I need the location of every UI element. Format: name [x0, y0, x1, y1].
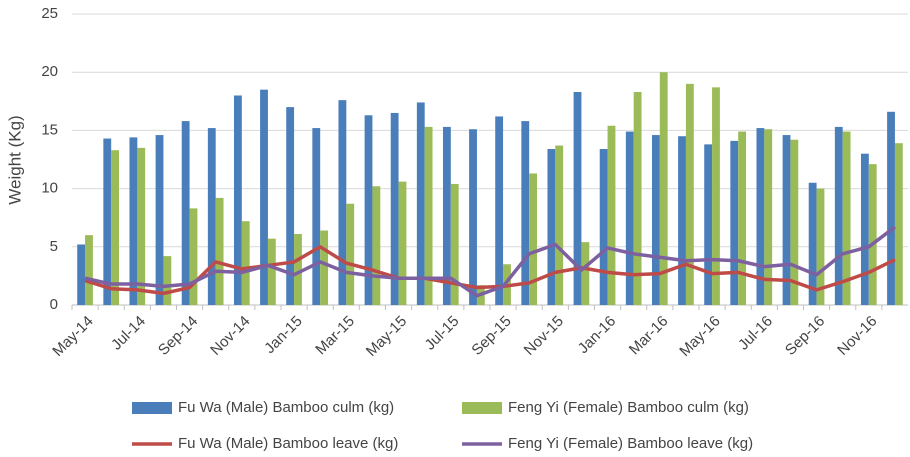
- bar: [651, 135, 660, 305]
- bar: [137, 147, 146, 305]
- bar: [887, 111, 895, 305]
- bar: [816, 188, 825, 305]
- bar: [260, 89, 268, 305]
- bar: [364, 115, 373, 305]
- bar: [450, 183, 459, 305]
- bar: [312, 128, 321, 305]
- bar: [685, 83, 694, 305]
- bar: [338, 100, 347, 305]
- bar: [547, 149, 556, 305]
- bar: [555, 145, 564, 305]
- x-tick-label: Sep-15: [468, 313, 514, 359]
- legend-label: Feng Yi (Female) Bamboo culm (kg): [508, 399, 749, 416]
- bar: [764, 129, 773, 305]
- bar: [738, 131, 747, 305]
- bar: [808, 182, 817, 305]
- bar: [155, 135, 164, 305]
- bar: [346, 203, 355, 305]
- bar: [860, 153, 869, 305]
- x-tick-label: May-15: [363, 313, 410, 360]
- x-tick-label: Jul-15: [422, 313, 463, 354]
- legend-label: Fu Wa (Male) Bamboo culm (kg): [178, 399, 394, 416]
- x-tick-label: Jan-16: [575, 313, 619, 357]
- bar: [495, 116, 504, 305]
- bar: [659, 72, 668, 305]
- bar: [756, 128, 765, 305]
- y-tick-label: 25: [41, 5, 58, 22]
- line: [84, 245, 896, 296]
- bar: [834, 126, 843, 306]
- bar: [233, 95, 242, 305]
- x-tick-label: Jan-15: [261, 313, 305, 357]
- bar: [581, 242, 590, 305]
- x-tick-label: Nov-16: [834, 313, 880, 359]
- bar: [320, 230, 329, 305]
- y-tick-label: 10: [41, 180, 58, 197]
- bar: [163, 256, 172, 305]
- bar: [573, 91, 582, 305]
- bar: [633, 91, 642, 305]
- legend-swatch: [462, 402, 502, 414]
- bar: [599, 149, 608, 305]
- line: [84, 225, 896, 298]
- x-tick-label: Mar-16: [626, 313, 672, 359]
- bar: [207, 128, 216, 305]
- bar: [416, 102, 425, 306]
- bar: [294, 233, 302, 305]
- y-tick-label: 0: [50, 296, 58, 313]
- bar: [181, 121, 190, 305]
- bar: [267, 238, 276, 305]
- bar: [704, 144, 713, 305]
- legend-label: Feng Yi (Female) Bamboo leave (kg): [508, 435, 753, 452]
- bar: [442, 126, 451, 306]
- bar: [372, 186, 381, 305]
- y-axis-label: Weight (Kg): [5, 115, 24, 204]
- x-tick-label: Nov-15: [521, 313, 567, 359]
- x-tick-label: Jul-16: [735, 313, 776, 354]
- bar: [77, 244, 86, 305]
- bar: [286, 107, 295, 306]
- bar: [625, 131, 634, 305]
- bar: [390, 112, 399, 305]
- bar: [424, 126, 433, 306]
- bar: [111, 150, 120, 305]
- bar: [842, 131, 851, 305]
- bar: [469, 129, 477, 305]
- y-tick-label: 5: [50, 238, 58, 255]
- bar: [730, 140, 739, 305]
- x-tick-label: Jul-14: [108, 313, 149, 354]
- bar: [607, 125, 616, 305]
- bar: [241, 221, 250, 305]
- bar: [85, 235, 93, 305]
- bar: [712, 87, 720, 305]
- bar: [529, 173, 538, 305]
- bar: [398, 181, 407, 305]
- x-tick-label: Mar-15: [312, 313, 358, 359]
- y-tick-label: 20: [41, 63, 58, 80]
- legend-label: Fu Wa (Male) Bamboo leave (kg): [178, 435, 398, 452]
- bar: [782, 135, 791, 305]
- x-tick-label: Nov-14: [207, 313, 253, 359]
- x-tick-label: Sep-14: [155, 313, 201, 359]
- x-tick-label: May-14: [49, 313, 96, 360]
- bar: [103, 138, 112, 305]
- legend-swatch: [132, 402, 172, 414]
- bar: [678, 136, 686, 305]
- x-tick-label: May-16: [676, 313, 723, 360]
- bar: [129, 137, 138, 305]
- bar: [868, 164, 877, 305]
- bar: [790, 139, 799, 305]
- x-tick-label: Sep-16: [782, 313, 828, 359]
- bar: [894, 143, 903, 305]
- bar: [215, 197, 224, 305]
- bar: [521, 121, 530, 305]
- y-tick-label: 15: [41, 121, 58, 138]
- bar: [189, 208, 198, 305]
